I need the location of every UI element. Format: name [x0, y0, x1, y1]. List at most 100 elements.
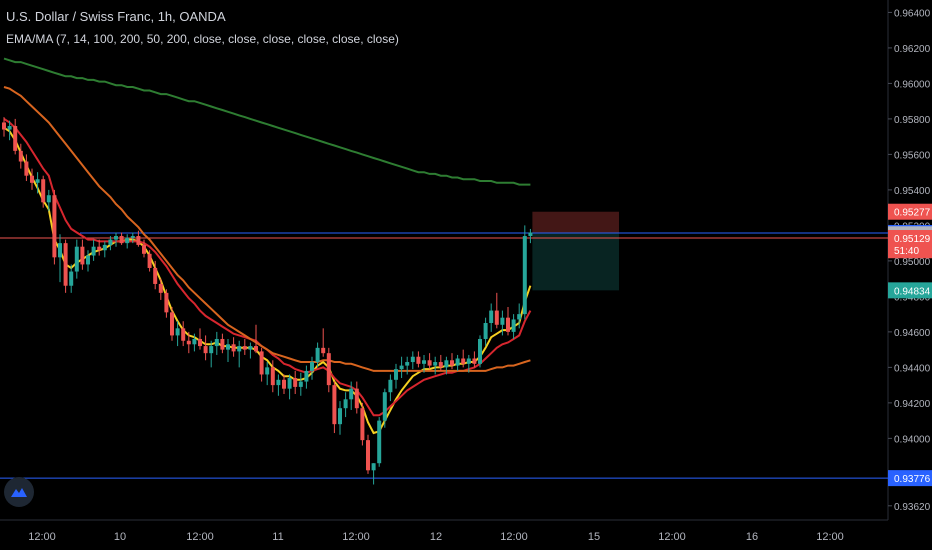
price-tick-label: 0.94000	[894, 434, 931, 445]
price-label-text: 0.95277	[894, 208, 931, 219]
price-tick-label: 0.96000	[894, 79, 931, 90]
candle-body	[293, 378, 298, 387]
candle-body	[175, 328, 180, 336]
candle-body	[298, 381, 303, 387]
candle-body	[332, 385, 337, 425]
price-label-tag	[888, 282, 932, 299]
price-tick-label: 0.93620	[894, 502, 931, 513]
candle-body	[24, 161, 29, 176]
candle-body	[511, 319, 516, 332]
candle-body	[321, 347, 326, 354]
candle-body	[382, 392, 387, 421]
candle-body	[130, 236, 135, 238]
candle-body	[52, 195, 57, 258]
time-tick-label: 10	[114, 531, 126, 543]
time-tick-label: 12:00	[342, 531, 370, 543]
price-tick-label: 0.95000	[894, 257, 931, 268]
candle-body	[259, 351, 264, 375]
candle-body	[287, 378, 292, 389]
candle-body	[58, 243, 62, 258]
time-tick-label: 16	[746, 531, 758, 543]
candle-body	[181, 328, 186, 341]
candle-body	[170, 312, 174, 336]
candle-body	[450, 360, 454, 366]
price-label-tag	[888, 470, 932, 487]
candle-body	[438, 362, 443, 368]
time-tick-label: 12:00	[658, 531, 686, 543]
candle-body	[472, 358, 477, 364]
price-tick-label: 0.95600	[894, 150, 931, 161]
candle-body	[366, 440, 370, 471]
price-tick-label: 0.94600	[894, 328, 931, 339]
time-tick-label: 12	[430, 531, 442, 543]
price-label-text: 51:40	[894, 246, 919, 257]
candle-body	[214, 338, 219, 347]
candle-body	[114, 236, 118, 240]
candle-body	[377, 420, 382, 464]
candle-body	[522, 236, 527, 315]
candle-body	[461, 358, 466, 364]
candle-body	[416, 356, 421, 364]
candle-body	[125, 237, 130, 244]
stop-loss-zone	[532, 211, 619, 234]
candle-body	[343, 399, 348, 409]
candle-body	[231, 344, 236, 352]
candle-body	[427, 360, 432, 366]
candle-body	[91, 246, 96, 256]
candle-body	[198, 338, 202, 347]
candle-body	[153, 267, 158, 284]
indicator-legend[interactable]: EMA/MA (7, 14, 100, 200, 50, 200, close,…	[6, 32, 399, 46]
candle-body	[310, 362, 314, 371]
candle-body	[405, 362, 410, 366]
candle-body	[18, 150, 23, 162]
candle-body	[74, 246, 79, 272]
candle-body	[506, 317, 510, 332]
time-tick-label: 12:00	[28, 531, 56, 543]
candle-body	[142, 244, 146, 254]
candle-body	[466, 358, 471, 364]
candle-body	[13, 126, 18, 151]
candle-body	[265, 367, 270, 375]
candle-body	[494, 310, 499, 325]
candle-body	[102, 244, 107, 251]
candle-body	[41, 179, 46, 203]
candle-body	[86, 255, 90, 265]
candle-body	[97, 246, 102, 251]
line-ma-50	[3, 86, 531, 372]
candle-body	[136, 236, 141, 245]
line-ma-200	[3, 57, 531, 186]
time-tick-label: 11	[272, 531, 283, 543]
candle-body	[119, 236, 124, 244]
candle-body	[517, 314, 522, 320]
price-tick-label: 0.95800	[894, 115, 931, 126]
candle-body	[237, 346, 242, 352]
candle-body	[226, 344, 230, 350]
candle-body	[528, 232, 533, 237]
chart-title: U.S. Dollar / Swiss Franc, 1h, OANDA	[6, 9, 226, 24]
candle-body	[46, 195, 51, 203]
candle-body	[276, 379, 281, 386]
candle-body	[220, 338, 225, 350]
take-profit-zone	[532, 233, 619, 291]
candle-body	[248, 346, 253, 350]
candle-body	[354, 388, 359, 409]
candle-body	[186, 340, 191, 345]
candle-body	[203, 346, 208, 354]
candle-body	[455, 358, 460, 366]
candle-body	[304, 370, 309, 382]
price-tick-label: 0.95400	[894, 186, 931, 197]
candle-body	[254, 346, 258, 352]
candle-body	[69, 271, 74, 286]
candle-body	[63, 243, 68, 286]
price-label-tag	[888, 203, 932, 220]
tradingview-logo[interactable]	[4, 477, 34, 507]
candle-body	[192, 338, 197, 345]
price-label-tag	[888, 229, 932, 246]
candle-body	[30, 175, 34, 183]
candle-body	[349, 388, 354, 400]
candle-body	[2, 122, 6, 130]
candle-body	[270, 367, 275, 386]
candle-body	[360, 408, 365, 441]
